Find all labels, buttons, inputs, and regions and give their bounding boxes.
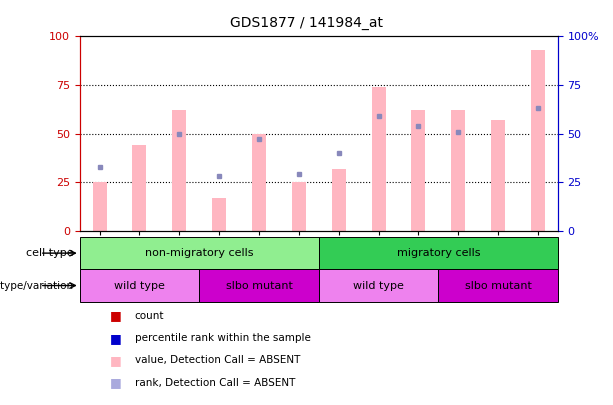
Bar bbox=[319, 237, 558, 269]
Bar bbox=[332, 168, 346, 231]
Text: cell type: cell type bbox=[26, 248, 74, 258]
Bar bbox=[371, 87, 386, 231]
Bar bbox=[132, 145, 147, 231]
Text: value, Detection Call = ABSENT: value, Detection Call = ABSENT bbox=[135, 356, 300, 365]
Text: GDS1877 / 141984_at: GDS1877 / 141984_at bbox=[230, 16, 383, 30]
Text: slbo mutant: slbo mutant bbox=[465, 281, 531, 290]
Text: ■: ■ bbox=[110, 309, 122, 322]
Text: ■: ■ bbox=[110, 376, 122, 389]
Text: migratory cells: migratory cells bbox=[397, 248, 480, 258]
Text: ■: ■ bbox=[110, 332, 122, 345]
Bar bbox=[491, 120, 505, 231]
Text: rank, Detection Call = ABSENT: rank, Detection Call = ABSENT bbox=[135, 378, 295, 388]
Text: slbo mutant: slbo mutant bbox=[226, 281, 292, 290]
Bar bbox=[438, 269, 558, 302]
Text: ■: ■ bbox=[110, 354, 122, 367]
Bar bbox=[199, 269, 319, 302]
Text: count: count bbox=[135, 311, 164, 321]
Bar bbox=[212, 198, 226, 231]
Text: non-migratory cells: non-migratory cells bbox=[145, 248, 253, 258]
Bar bbox=[80, 269, 199, 302]
Bar bbox=[531, 50, 545, 231]
Bar bbox=[451, 110, 465, 231]
Text: genotype/variation: genotype/variation bbox=[0, 281, 74, 290]
Bar bbox=[80, 237, 319, 269]
Bar bbox=[252, 134, 266, 231]
Text: wild type: wild type bbox=[353, 281, 404, 290]
Bar bbox=[93, 182, 107, 231]
Bar bbox=[411, 110, 425, 231]
Text: percentile rank within the sample: percentile rank within the sample bbox=[135, 333, 311, 343]
Bar bbox=[292, 182, 306, 231]
Bar bbox=[319, 269, 438, 302]
Bar bbox=[172, 110, 186, 231]
Text: wild type: wild type bbox=[114, 281, 165, 290]
